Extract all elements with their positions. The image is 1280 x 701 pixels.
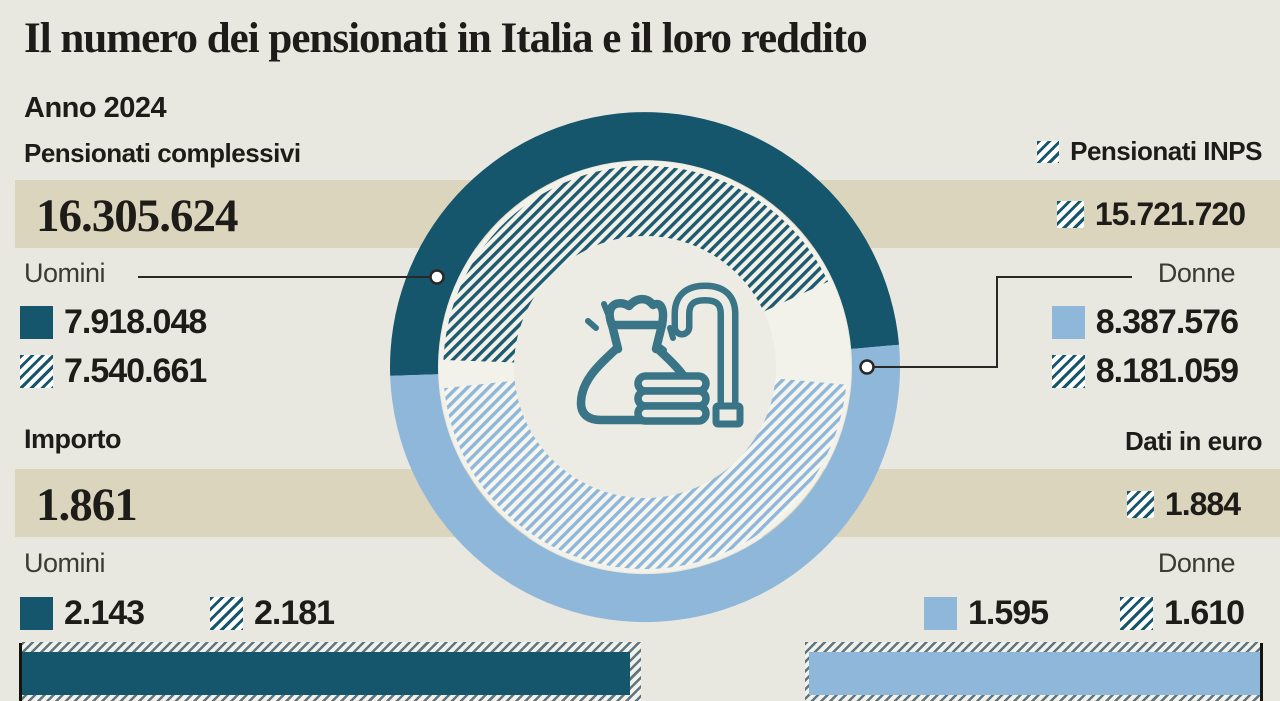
uomini-total-row: 7.918.048 — [20, 303, 207, 342]
year-subtitle: Anno 2024 — [24, 92, 167, 124]
uomini-inps-value: 7.540.661 — [64, 352, 207, 390]
bar-axis-left — [19, 643, 22, 701]
uomini-inps-row: 7.540.661 — [20, 352, 207, 391]
complessivi-label: Pensionati complessivi — [24, 138, 301, 168]
importo-donne-inps-value: 1.610 — [1164, 594, 1245, 632]
importo-uomini-inps-row: 2.181 — [210, 594, 335, 633]
donut-men-hatched-arc — [443, 165, 829, 363]
hatched-swatch-icon — [1037, 140, 1060, 163]
importo-inps-row: 1.884 — [1126, 486, 1241, 523]
dati-in-euro-label: Dati in euro — [1124, 426, 1263, 456]
bar-uomini-total — [22, 652, 630, 695]
donne-inps-row: 8.181.059 — [1051, 352, 1239, 391]
cane-hollow — [678, 289, 732, 413]
hatched-swatch-icon — [210, 597, 243, 630]
donut-men-solid-arc — [390, 112, 900, 376]
importo-donne-label: Donne — [1157, 548, 1236, 578]
solid-blue-swatch-icon — [1051, 306, 1085, 339]
hatched-swatch-icon — [1120, 597, 1153, 630]
inps-label: Pensionati INPS — [1070, 136, 1262, 166]
importo-label: Importo — [24, 424, 122, 454]
complessivi-total-value: 16.305.624 — [36, 190, 238, 242]
importo-total-value: 1.861 — [36, 479, 138, 531]
inps-label-row: Pensionati INPS — [1037, 136, 1262, 167]
importo-donne-total-value: 1.595 — [968, 594, 1049, 632]
solid-dark-swatch-icon — [20, 306, 53, 339]
donut-women-hatched-arc — [444, 378, 847, 569]
importo-donne-inps-row: 1.610 — [1120, 594, 1245, 633]
inps-total-row: 15.721.720 — [1056, 196, 1246, 233]
uomini-callout-label: Uomini — [24, 258, 106, 288]
hatched-swatch-icon — [1126, 491, 1154, 518]
solid-dark-swatch-icon — [20, 597, 53, 630]
solid-blue-swatch-icon — [924, 597, 957, 630]
bag-tuft — [605, 294, 668, 330]
importo-uomini-label: Uomini — [24, 548, 106, 578]
importo-uomini-total-row: 2.143 — [20, 594, 145, 633]
hatched-swatch-icon — [20, 355, 53, 388]
importo-donne-total-row: 1.595 — [924, 594, 1049, 633]
importo-uomini-inps-value: 2.181 — [254, 594, 335, 632]
money-bag-cane-icon — [576, 282, 744, 428]
importo-uomini-total-value: 2.143 — [64, 594, 145, 632]
bar-donne-total — [809, 652, 1261, 695]
importo-inps-value: 1.884 — [1164, 486, 1241, 522]
donne-inps-value: 8.181.059 — [1095, 352, 1239, 390]
uomini-total-value: 7.918.048 — [64, 303, 207, 341]
sparkle-marks — [585, 301, 676, 353]
inps-total-value: 15.721.720 — [1094, 196, 1246, 232]
bag-knot — [607, 320, 667, 354]
hatched-swatch-icon — [1056, 201, 1084, 228]
cane-tip — [712, 402, 744, 428]
donne-total-value: 8.387.576 — [1095, 303, 1239, 341]
donne-total-row: 8.387.576 — [1051, 303, 1239, 342]
donne-callout-label: Donne — [1157, 258, 1236, 288]
donut-chart — [390, 112, 901, 623]
coin-stack-icon — [634, 372, 710, 425]
bar-axis-right — [1260, 643, 1263, 701]
donut-women-solid-arc — [390, 344, 901, 623]
hatched-swatch-icon — [1051, 355, 1085, 388]
page-title: Il numero dei pensionati in Italia e il … — [24, 15, 868, 62]
